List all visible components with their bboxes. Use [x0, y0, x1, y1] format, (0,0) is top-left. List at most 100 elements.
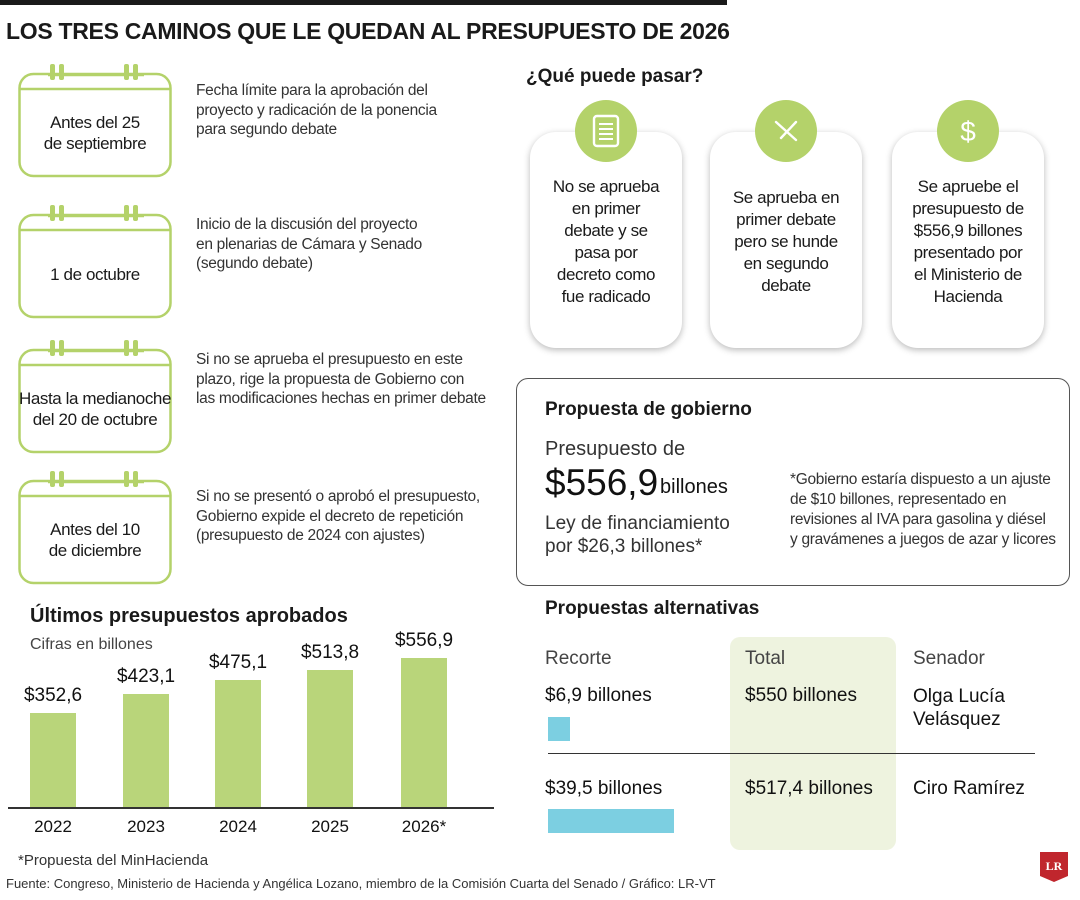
senador-name: Ciro Ramírez [913, 778, 1025, 800]
propuesta-title: Propuesta de gobierno [545, 399, 752, 421]
timeline-description-line: las modificaciones hechas en primer deba… [196, 389, 496, 409]
document-icon [575, 100, 637, 162]
bar-2023 [123, 694, 169, 807]
scenario-text-line: Se apruebe el [912, 176, 1024, 198]
timeline-description-line: Si no se aprueba el presupuesto en este [196, 350, 496, 370]
check-icon [755, 100, 817, 162]
scenario-card: Se aprueba en primer debate pero se hunde e… [710, 132, 862, 348]
calendar-date: Antes del 10 de diciembre [18, 497, 172, 583]
bar-value-label: $475,1 [188, 652, 288, 674]
bar-value-label: $352,6 [3, 685, 103, 707]
calendar-card: 1 de octubre [18, 203, 172, 307]
propuesta-line1: Presupuesto de [545, 438, 685, 461]
scenario-text-line: el Ministerio de [912, 264, 1024, 286]
senador-name: Olga Lucía Velásquez [913, 685, 1005, 731]
header-recorte: Recorte [545, 648, 612, 670]
calendar-card: Antes del 25 de septiembre [18, 62, 172, 166]
bar-2025 [307, 670, 353, 807]
scenario-text-line: fue radicado [553, 286, 659, 308]
timeline-description: Inicio de la discusión del proyecto en pl… [196, 215, 496, 274]
timeline-description: Si no se presentó o aprobó el presupuest… [196, 487, 496, 546]
timeline-description-line: Fecha límite para la aprobación del [196, 81, 496, 101]
timeline-description-line: proyecto y radicación de la ponencia [196, 101, 496, 121]
dollar-icon: $ [937, 100, 999, 162]
timeline-description-line: (presupuesto de 2024 con ajustes) [196, 526, 496, 546]
scenario-card: No se aprueba en primer debate y se pasa po… [530, 132, 682, 348]
scenario-text-line: en primer [553, 198, 659, 220]
calendar-date-line: 1 de octubre [50, 264, 140, 285]
row-divider [548, 753, 1035, 754]
x-tick-label: 2022 [13, 817, 93, 837]
scenario-text: Se aprueba en primer debate pero se hunde e… [716, 168, 856, 316]
bar-value-label: $423,1 [96, 666, 196, 688]
calendar-date: 1 de octubre [18, 231, 172, 317]
scenario-text-line: No se aprueba [553, 176, 659, 198]
scenario-text: No se aprueba en primer debate y se pasa po… [536, 168, 676, 316]
scenario-text-line: pero se hunde [733, 231, 839, 253]
calendar-date: Hasta la medianoche del 20 de octubre [18, 366, 172, 452]
propuesta-note: *Gobierno estaría dispuesto a un ajuste … [790, 470, 1060, 550]
timeline-description-line: (segundo debate) [196, 254, 496, 274]
scenario-text-line: debate y se [553, 220, 659, 242]
recorte-value: $6,9 billones [545, 685, 652, 707]
scenario-text-line: Se aprueba en [733, 187, 839, 209]
propuesta-unit: billones [660, 476, 728, 499]
propuesta-amount: $556,9 [545, 462, 658, 504]
calendar-date-line: Antes del 10 [49, 519, 142, 540]
alternativas-title: Propuestas alternativas [545, 598, 759, 620]
header-senador: Senador [913, 648, 985, 670]
calendar-date: Antes del 25 de septiembre [18, 90, 172, 176]
senador-line: Olga Lucía [913, 685, 1005, 708]
svg-text:$: $ [960, 116, 976, 147]
calendar-date-line: Antes del 25 [44, 112, 147, 133]
propuesta-note-line: y gravámenes a juegos de azar y licores [790, 530, 1060, 550]
scenario-text-line: debate [733, 275, 839, 297]
timeline-description: Fecha límite para la aprobación del proye… [196, 81, 496, 140]
timeline-description-line: en plenarias de Cámara y Senado [196, 235, 496, 255]
source: Fuente: Congreso, Ministerio de Hacienda… [6, 876, 716, 891]
scenario-text-line: $556,9 billones [912, 220, 1024, 242]
recorte-bar [548, 809, 674, 833]
scenario-text-line: decreto como [553, 264, 659, 286]
bar-2026* [401, 658, 447, 807]
propuesta-note-line: revisiones al IVA para gasolina y diésel [790, 510, 1060, 530]
bar-value-label: $513,8 [280, 642, 380, 664]
calendar-card: Hasta la medianoche del 20 de octubre [18, 338, 172, 442]
scenario-text-line: Hacienda [912, 286, 1024, 308]
top-rule [0, 0, 727, 5]
propuesta-ley: Ley de financiamiento por $26,3 billones… [545, 512, 775, 558]
chart-subtitle: Cifras en billones [30, 636, 153, 654]
calendar-date-line: Hasta la medianoche [19, 388, 171, 409]
x-tick-label: 2026* [384, 817, 464, 837]
scenario-text: Se apruebe el presupuesto de $556,9 billon… [898, 168, 1038, 316]
x-axis [8, 807, 494, 809]
bar-2024 [215, 680, 261, 807]
timeline-description-line: plazo, rige la propuesta de Gobierno con [196, 370, 496, 390]
scenario-card: Se apruebe el presupuesto de $556,9 billon… [892, 132, 1044, 348]
scenario-text-line: presentado por [912, 242, 1024, 264]
propuesta-note-line: de $10 billones, representado en [790, 490, 1060, 510]
x-tick-label: 2023 [106, 817, 186, 837]
total-value: $550 billones [745, 685, 857, 707]
x-tick-label: 2025 [290, 817, 370, 837]
scenario-text-line: pasa por [553, 242, 659, 264]
timeline-description-line: Gobierno expide el decreto de repetición [196, 507, 496, 527]
propuesta-ley-line: por $26,3 billones* [545, 535, 775, 558]
timeline-description-line: Si no se presentó o aprobó el presupuest… [196, 487, 496, 507]
chart-title: Últimos presupuestos aprobados [30, 605, 348, 628]
total-value: $517,4 billones [745, 778, 873, 800]
timeline-description: Si no se aprueba el presupuesto en este p… [196, 350, 496, 409]
recorte-value: $39,5 billones [545, 778, 662, 800]
propuesta-ley-line: Ley de financiamiento [545, 512, 775, 535]
propuesta-note-line: *Gobierno estaría dispuesto a un ajuste [790, 470, 1060, 490]
calendar-date-line: de diciembre [49, 540, 142, 561]
logo-text: LR [1046, 859, 1063, 873]
scenario-text-line: en segundo [733, 253, 839, 275]
lr-logo: LR [1040, 852, 1068, 882]
x-tick-label: 2024 [198, 817, 278, 837]
senador-line: Velásquez [913, 708, 1005, 731]
recorte-bar [548, 717, 570, 741]
header-total: Total [745, 648, 785, 670]
scenario-text-line: primer debate [733, 209, 839, 231]
timeline-description-line: para segundo debate [196, 120, 496, 140]
